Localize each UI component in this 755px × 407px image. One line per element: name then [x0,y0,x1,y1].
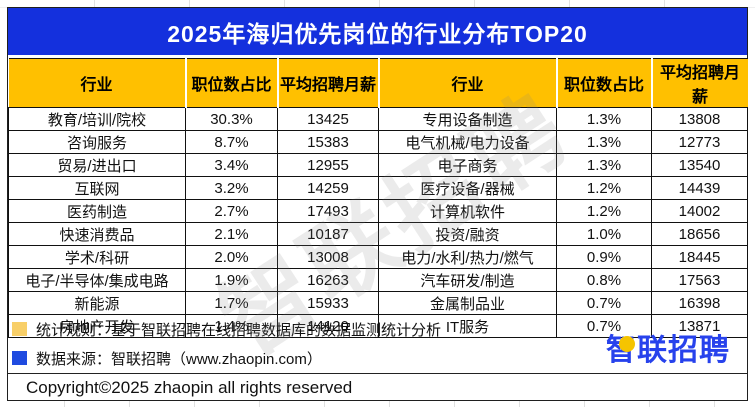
share-cell: 0.7% [556,291,652,315]
table-row: 学术/科研 2.0% 13008 电力/水利/热力/燃气 0.9% 18445 [8,245,748,269]
share-cell: 0.8% [556,268,652,292]
footer-divider [8,373,747,374]
share-cell: 3.2% [185,176,278,200]
industry-cell: 专用设备制造 [378,107,557,131]
table-row: 房地产开发 1.4% 14120 IT服务 0.7% 13871 [8,314,748,338]
salary-cell: 13808 [651,107,748,131]
share-cell: 1.2% [556,176,652,200]
industry-cell: IT服务 [378,314,557,338]
salary-cell: 13540 [651,153,748,177]
industry-cell: 计算机软件 [378,199,557,223]
zhaopin-logo: 智联招聘 [606,333,741,369]
share-cell: 2.1% [185,222,278,246]
share-cell: 1.3% [556,107,652,131]
salary-cell: 13425 [277,107,379,131]
copyright-text: Copyright©2025 zhaopin all rights reserv… [26,378,353,397]
blue-square-bullet-icon [12,351,27,365]
industry-table: 行业 职位数占比 平均招聘月薪 行业 职位数占比 平均招聘月薪 教育/培训/院校… [8,58,748,338]
industry-cell: 咨询服务 [8,130,186,154]
industry-cell: 电气机械/电力设备 [378,130,557,154]
industry-cell: 互联网 [8,176,186,200]
industry-cell: 医疗设备/器械 [378,176,557,200]
industry-cell: 电力/水利/热力/燃气 [378,245,557,269]
col-header-salary-right: 平均招聘月薪 [650,58,748,108]
title-banner: 2025年海归优先岗位的行业分布TOP20 [8,8,747,55]
share-cell: 3.4% [185,153,278,177]
share-cell: 1.3% [556,153,652,177]
salary-cell: 17493 [277,199,379,223]
salary-cell: 15933 [277,291,379,315]
banner-gap [8,55,747,58]
legend-data-source: 数据来源：智联招聘（www.zhaopin.com） [12,348,322,368]
table-row: 教育/培训/院校 30.3% 13425 专用设备制造 1.3% 13808 [8,107,748,131]
share-cell: 30.3% [185,107,278,131]
salary-cell: 18656 [651,222,748,246]
yellow-square-bullet-icon [12,322,27,336]
salary-cell: 16263 [277,268,379,292]
salary-cell: 14002 [651,199,748,223]
table-header-row: 行业 职位数占比 平均招聘月薪 行业 职位数占比 平均招聘月薪 [8,58,748,108]
col-header-share-right: 职位数占比 [555,58,653,108]
share-cell: 2.7% [185,199,278,223]
share-cell: 8.7% [185,130,278,154]
table-body: 教育/培训/院校 30.3% 13425 专用设备制造 1.3% 13808 咨询服务 8.7… [8,107,748,338]
industry-cell: 快速消费品 [8,222,186,246]
share-cell: 1.4% [185,314,278,338]
col-header-salary-left: 平均招聘月薪 [276,58,380,108]
share-cell: 1.7% [185,291,278,315]
salary-cell: 16398 [651,291,748,315]
legend-stat-rule: 统计规则：基于智联招聘在线招聘数据库的数据监测统计分析 [12,319,441,339]
salary-cell: 15383 [277,130,379,154]
share-cell: 1.3% [556,130,652,154]
salary-cell: 14439 [651,176,748,200]
table-row: 互联网 3.2% 14259 医疗设备/器械 1.2% 14439 [8,176,748,200]
share-cell: 2.0% [185,245,278,269]
industry-cell: 医药制造 [8,199,186,223]
data-source-text: 数据来源：智联招聘（www.zhaopin.com） [36,350,322,368]
table-row: 咨询服务 8.7% 15383 电气机械/电力设备 1.3% 12773 [8,130,748,154]
salary-cell: 17563 [651,268,748,292]
industry-cell: 电子商务 [378,153,557,177]
industry-cell: 房地产开发 [8,314,186,338]
industry-cell: 教育/培训/院校 [8,107,186,131]
industry-cell: 投资/融资 [378,222,557,246]
zhaopin-logo-yellow-dot-icon [619,336,635,352]
share-cell: 1.0% [556,222,652,246]
industry-cell: 贸易/进出口 [8,153,186,177]
col-header-industry-left: 行业 [8,58,187,108]
industry-cell: 电子/半导体/集成电路 [8,268,186,292]
table-row: 新能源 1.7% 15933 金属制品业 0.7% 16398 [8,291,748,315]
sheet-gridlines-bottom [0,400,755,407]
col-header-industry-right: 行业 [377,58,558,108]
salary-cell: 13008 [277,245,379,269]
table-row: 医药制造 2.7% 17493 计算机软件 1.2% 14002 [8,199,748,223]
salary-cell: 10187 [277,222,379,246]
salary-cell: 18445 [651,245,748,269]
share-cell: 1.9% [185,268,278,292]
industry-cell: 金属制品业 [378,291,557,315]
industry-cell: 学术/科研 [8,245,186,269]
salary-cell: 12773 [651,130,748,154]
industry-cell: 新能源 [8,291,186,315]
page-title: 2025年海归优先岗位的行业分布TOP20 [167,20,588,47]
salary-cell: 13871 [651,314,748,338]
stat-rule-text: 统计规则：基于智联招聘在线招聘数据库的数据监测统计分析 [36,321,442,339]
salary-cell: 14259 [277,176,379,200]
share-cell: 0.7% [556,314,652,338]
table-row: 电子/半导体/集成电路 1.9% 16263 汽车研发/制造 0.8% 17563 [8,268,748,292]
share-cell: 1.2% [556,199,652,223]
industry-cell: 汽车研发/制造 [378,268,557,292]
share-cell: 0.9% [556,245,652,269]
infographic-panel: 2025年海归优先岗位的行业分布TOP20 行业 职位数占比 平均招聘月薪 行业… [7,7,748,401]
salary-cell: 12955 [277,153,379,177]
table-row: 快速消费品 2.1% 10187 投资/融资 1.0% 18656 [8,222,748,246]
table-row: 贸易/进出口 3.4% 12955 电子商务 1.3% 13540 [8,153,748,177]
col-header-share-left: 职位数占比 [184,58,279,108]
